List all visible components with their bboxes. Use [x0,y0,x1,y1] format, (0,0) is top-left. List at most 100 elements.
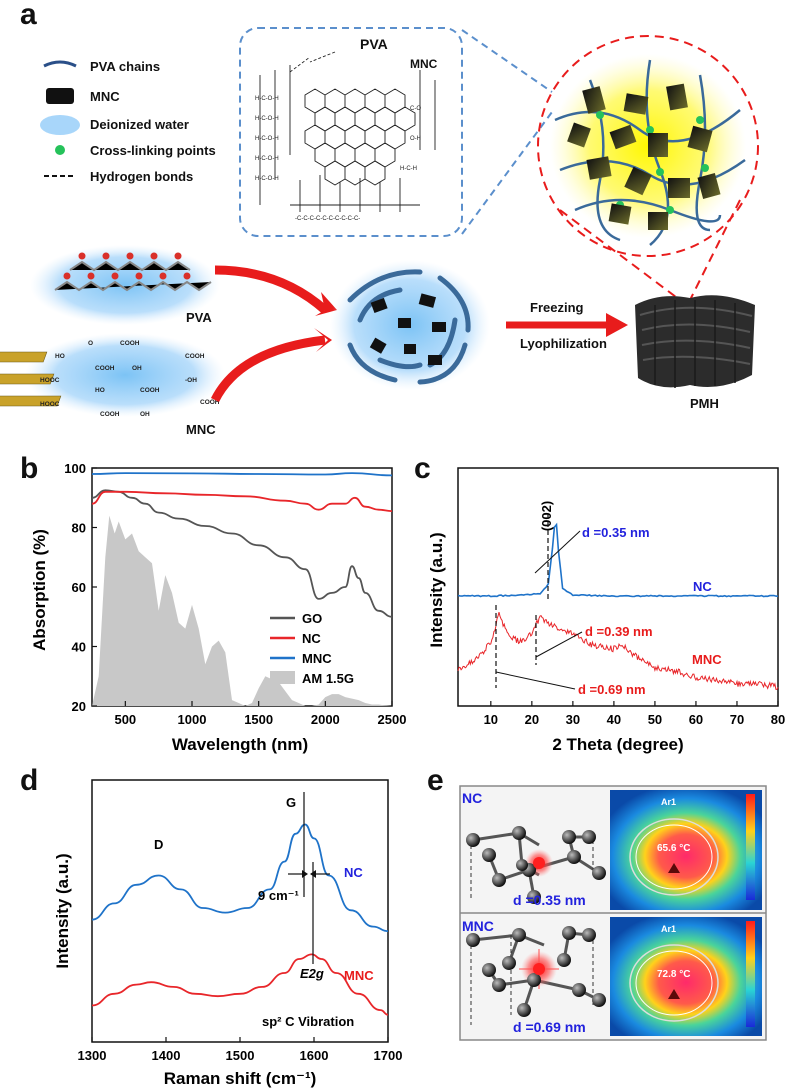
svg-text:COOH: COOH [140,387,160,394]
b-xtick-label: 2500 [378,712,407,727]
arrow-mnc [210,335,326,403]
svg-text:OH: OH [132,365,142,372]
nc-series-label: NC [693,579,712,594]
b-ytick-label: 60 [72,580,86,595]
d-xtick-label: 1400 [152,1048,181,1063]
legend-nc: NC [302,631,321,646]
panel-a-diagram: H-C-O-H H-C-O-H H-C-O-H H-C-O-H H-C-O-H -C-… [0,27,759,418]
b-ytick-label: 20 [72,699,86,714]
mnc-blocks [567,83,721,230]
svg-text:HO: HO [55,353,65,360]
chart-b-xlabel: Wavelength (nm) [172,735,308,754]
svg-text:C-O: C-O [410,106,421,112]
b-xtick-label: 500 [114,712,136,727]
vibration-label: sp² C Vibration [262,1014,354,1029]
svg-text:H-C-H: H-C-H [400,166,417,172]
e-nc-temp: 65.6 °C [657,843,690,854]
mixture-chains [347,269,471,385]
svg-text:HOOC: HOOC [40,377,60,384]
legend-water: Deionized water [90,117,189,132]
panel-letter-e: e [427,764,444,797]
panel-letter-b: b [20,452,39,485]
svg-text:COOH: COOH [200,399,220,406]
svg-text:HOOC: HOOC [40,401,60,408]
mnc-d039-annotation: d =0.39 nm [585,624,653,639]
b-ytick-label: 100 [64,461,86,476]
series-nc-xrd [457,522,779,598]
d-xtick-label: 1300 [78,1048,107,1063]
svg-text:COOH: COOH [100,411,120,418]
svg-text:COOH: COOH [185,353,205,360]
c-xtick-label: 20 [525,712,539,727]
svg-text:H-C-O-H: H-C-O-H [255,156,279,162]
chart-c-xlabel: 2 Theta (degree) [552,735,683,754]
c-xtick-label: 70 [730,712,744,727]
nc-raman-label: NC [344,865,363,880]
b-ytick-label: 80 [72,521,86,536]
peak-002-label: (002) [539,501,554,531]
chart-c: 10 20 30 40 50 60 70 80 2 Theta (degree) Intens… [427,467,785,754]
legend-pva-chains: PVA chains [90,59,161,74]
e-mnc-d: d =0.69 nm [513,1019,586,1035]
mnc-label: MNC [186,422,216,437]
panel-letter-d: d [20,764,39,797]
legend-hbond: Hydrogen bonds [90,169,194,184]
panel-letter-a: a [20,0,37,31]
arrow-pva [214,265,328,314]
svg-text:HO: HO [95,387,105,394]
svg-text:O-H: O-H [410,136,421,142]
mnc-series-label: MNC [692,652,722,667]
legend-mnc-b: MNC [302,651,332,666]
b-xtick-label: 2000 [311,712,340,727]
series-mnc-xrd [457,611,779,690]
inset-pva-label: PVA [360,36,388,52]
d-xtick-label: 1600 [300,1048,329,1063]
svg-text:-OH: -OH [185,377,197,384]
c-xtick-label: 60 [689,712,703,727]
zoom-box [239,27,463,237]
shift-label: 9 cm⁻¹ [258,888,299,903]
chart-b: 500 1000 1500 2000 2500 20 40 60 80 100 Waveleng… [30,461,407,754]
legend-am-swatch [270,671,295,684]
chart-c-frame [457,467,779,707]
svg-text:H-C-O-H: H-C-O-H [255,136,279,142]
thermal-image-nc [610,790,762,910]
e-ar-nc: Ar1 [661,797,676,807]
svg-text:COOH: COOH [95,365,115,372]
legend-go: GO [302,611,322,626]
series-go-line [91,489,393,618]
c-xtick-label: 80 [771,712,785,727]
series-mnc-line [91,472,393,477]
legend-am: AM 1.5G [302,671,354,686]
d-xtick-label: 1700 [374,1048,403,1063]
c-xtick-label: 30 [566,712,580,727]
c-xtick-label: 10 [484,712,498,727]
pva-label: PVA [186,310,212,325]
legend-crosslink: Cross-linking points [90,143,216,158]
svg-text:H-C-O-H: H-C-O-H [255,116,279,122]
series-nc-line [91,490,393,512]
water-icon [40,115,80,135]
b-ytick-label: 40 [72,640,86,655]
mnc-d069-annotation: d =0.69 nm [578,682,646,697]
legend-mnc: MNC [90,89,120,104]
svg-text:COOH: COOH [120,340,140,347]
step-freezing: Freezing [530,300,584,315]
e-mnc-temp: 72.8 °C [657,969,690,980]
e-ar-mnc: Ar1 [661,924,676,934]
mnc-block-icon [46,88,74,104]
series-am15g-area [92,515,392,706]
thermal-scale-nc [746,794,755,900]
svg-text:-C-C-C-C-C-C-C-C-C-C-: -C-C-C-C-C-C-C-C-C-C- [295,216,360,222]
e-mnc-label: MNC [462,918,494,934]
e-nc-d: d =0.35 nm [513,892,586,908]
chart-d-frame [91,779,389,1043]
pva-molecules [54,260,212,292]
svg-text:H-C-O-H: H-C-O-H [255,96,279,102]
svg-text:OH: OH [140,411,150,418]
inset-mnc-label: MNC [410,57,438,71]
b-xtick-label: 1500 [244,712,273,727]
chart-d-xlabel: Raman shift (cm⁻¹) [164,1069,317,1088]
pmh-sponge [635,295,755,388]
c-xtick-label: 50 [648,712,662,727]
